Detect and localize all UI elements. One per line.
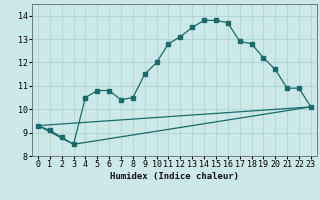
X-axis label: Humidex (Indice chaleur): Humidex (Indice chaleur)	[110, 172, 239, 181]
